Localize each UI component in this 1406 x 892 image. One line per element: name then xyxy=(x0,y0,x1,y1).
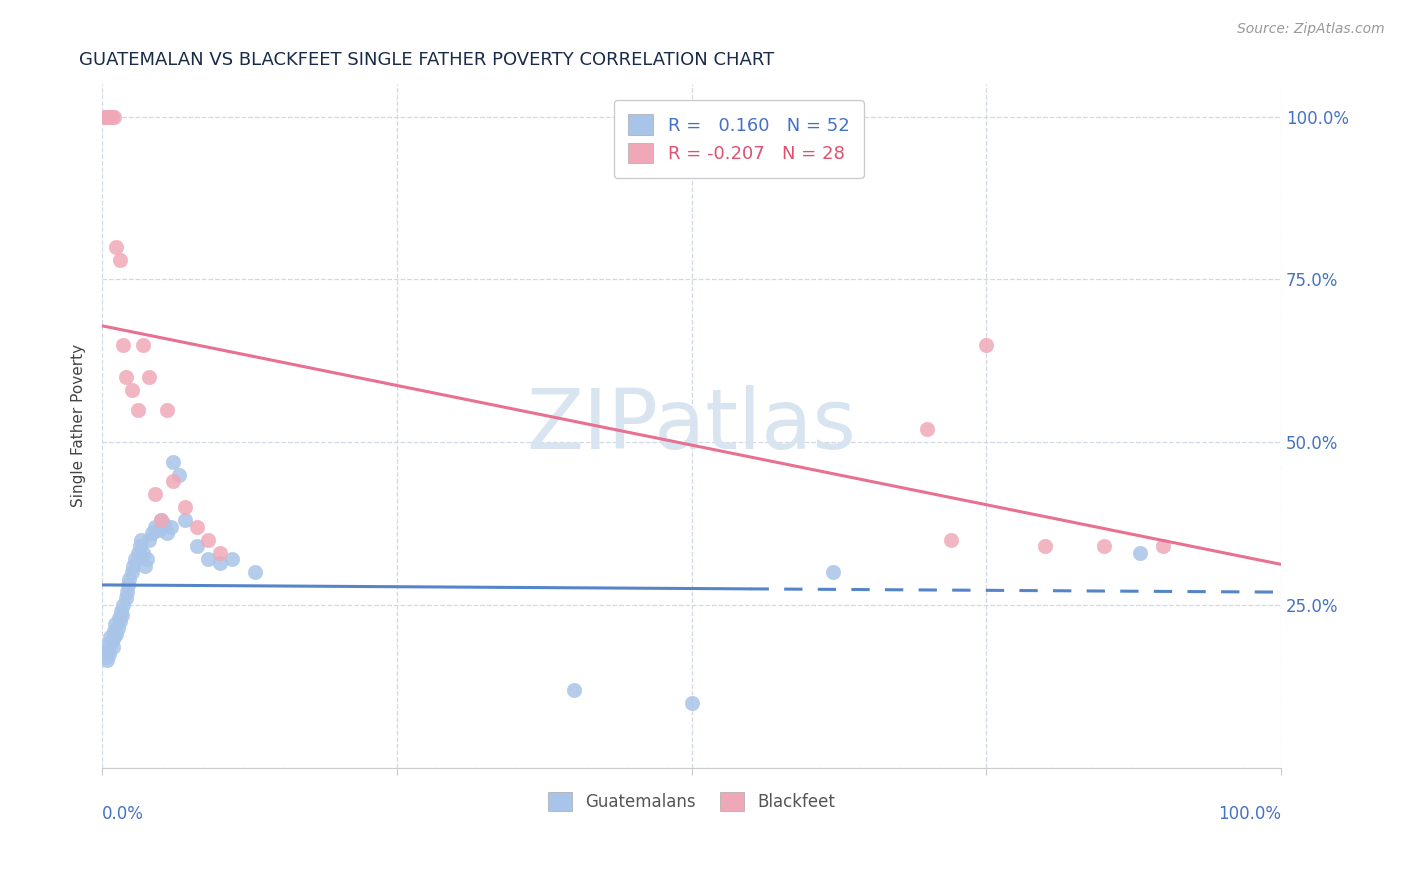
Point xyxy=(105,240,128,254)
Point xyxy=(681,696,703,710)
Point xyxy=(108,614,131,628)
Point xyxy=(97,110,120,124)
Point xyxy=(117,578,139,592)
Point xyxy=(124,552,146,566)
Point xyxy=(93,643,115,657)
Point xyxy=(103,110,125,124)
Point xyxy=(104,617,127,632)
Point xyxy=(173,513,195,527)
Point xyxy=(100,110,122,124)
Point xyxy=(138,370,160,384)
Text: Source: ZipAtlas.com: Source: ZipAtlas.com xyxy=(1237,22,1385,37)
Point xyxy=(186,540,208,554)
Point xyxy=(97,643,120,657)
Point xyxy=(162,455,184,469)
Point xyxy=(138,533,160,547)
Point xyxy=(821,566,844,580)
Point xyxy=(221,552,243,566)
Point xyxy=(150,513,173,527)
Text: GUATEMALAN VS BLACKFEET SINGLE FATHER POVERTY CORRELATION CHART: GUATEMALAN VS BLACKFEET SINGLE FATHER PO… xyxy=(79,51,773,69)
Point xyxy=(1128,546,1150,560)
Point xyxy=(197,533,219,547)
Point xyxy=(562,682,585,697)
Point xyxy=(127,546,149,560)
Y-axis label: Single Father Poverty: Single Father Poverty xyxy=(72,344,86,508)
Point xyxy=(129,540,152,554)
Point xyxy=(121,566,143,580)
Point xyxy=(112,337,135,351)
Point xyxy=(1152,540,1174,554)
Point xyxy=(134,558,156,573)
Point xyxy=(103,624,125,638)
Point xyxy=(110,604,132,618)
Point xyxy=(167,467,190,482)
Point xyxy=(94,650,117,665)
Point xyxy=(141,526,163,541)
Point xyxy=(111,607,134,622)
Point xyxy=(121,558,143,573)
Point xyxy=(97,637,120,651)
Point xyxy=(156,402,179,417)
Point xyxy=(186,520,208,534)
Point xyxy=(129,533,152,547)
Point xyxy=(98,110,121,124)
Point xyxy=(939,533,962,547)
Point xyxy=(1033,540,1056,554)
Text: ZIPatlas: ZIPatlas xyxy=(527,385,856,467)
Point xyxy=(150,513,173,527)
Point xyxy=(114,591,136,606)
Point xyxy=(107,621,129,635)
Point xyxy=(974,337,997,351)
Point xyxy=(159,520,181,534)
Point xyxy=(148,523,170,537)
Point xyxy=(98,647,121,661)
Point xyxy=(156,526,179,541)
Point xyxy=(132,546,155,560)
Text: 100.0%: 100.0% xyxy=(1218,805,1281,823)
Point xyxy=(105,627,128,641)
Point xyxy=(100,631,122,645)
Point xyxy=(162,475,184,489)
Point xyxy=(127,402,149,417)
Point xyxy=(108,252,131,267)
Point xyxy=(101,640,124,655)
Point xyxy=(93,110,115,124)
Point xyxy=(143,520,166,534)
Point xyxy=(209,556,232,570)
Point xyxy=(115,585,138,599)
Point xyxy=(96,653,118,667)
Point xyxy=(173,500,195,515)
Point xyxy=(114,370,136,384)
Point xyxy=(132,337,155,351)
Legend: Guatemalans, Blackfeet: Guatemalans, Blackfeet xyxy=(541,785,842,817)
Point xyxy=(152,516,174,531)
Point xyxy=(1092,540,1115,554)
Point xyxy=(107,611,129,625)
Text: 0.0%: 0.0% xyxy=(103,805,143,823)
Point xyxy=(103,631,125,645)
Point xyxy=(209,546,232,560)
Point xyxy=(112,598,135,612)
Point xyxy=(121,383,143,397)
Point xyxy=(136,552,159,566)
Point xyxy=(917,422,939,436)
Point xyxy=(143,487,166,501)
Point xyxy=(94,110,117,124)
Point xyxy=(245,566,267,580)
Point xyxy=(118,572,141,586)
Point xyxy=(100,633,122,648)
Point xyxy=(197,552,219,566)
